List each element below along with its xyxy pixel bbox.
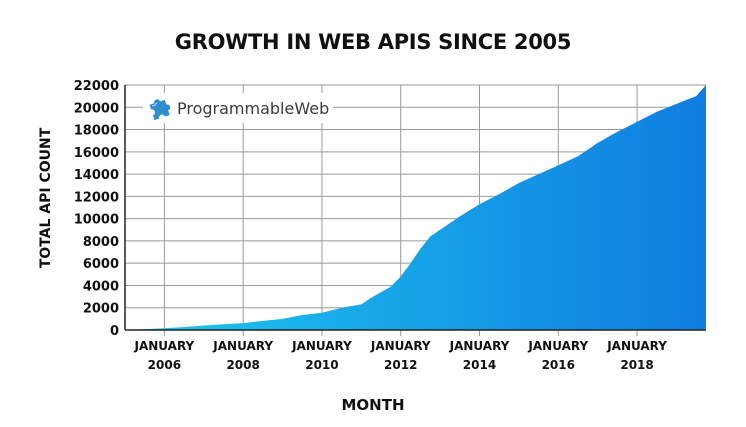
programmableweb-logo: ProgrammableWeb	[143, 93, 334, 123]
x-tick-month: JANUARY	[527, 339, 588, 353]
x-tick-label: JANUARY 2008	[212, 339, 273, 372]
y-tick-label: 18000	[74, 124, 119, 139]
y-tick-label: 2000	[83, 302, 119, 317]
y-tick-label: 10000	[74, 213, 119, 228]
x-tick-label: JANUARY 2014	[449, 339, 510, 372]
puzzle-piece-icon	[149, 99, 171, 120]
y-tick-label: 8000	[83, 235, 119, 250]
x-tick-label: JANUARY 2012	[370, 339, 431, 372]
x-tick-year: 2014	[463, 358, 496, 372]
x-tick-label: JANUARY 2010	[291, 339, 352, 372]
y-tick-label: 20000	[74, 101, 119, 116]
x-tick-month: JANUARY	[449, 339, 510, 353]
logo-text: ProgrammableWeb	[177, 98, 330, 118]
x-tick-month: JANUARY	[212, 339, 273, 353]
x-tick-label: JANUARY 2018	[606, 339, 667, 372]
x-tick-month: JANUARY	[291, 339, 352, 353]
y-tick-label: 22000	[74, 79, 119, 94]
x-tick-year: 2016	[542, 358, 575, 372]
chart-title: GROWTH IN WEB APIS SINCE 2005	[174, 30, 572, 54]
y-tick-labels: 0 2000 4000 6000 8000 10000 12000 14000 16000 180…	[74, 79, 119, 339]
y-tick-label: 16000	[74, 146, 119, 161]
x-tick-year: 2018	[620, 358, 653, 372]
y-tick-label: 14000	[74, 168, 119, 183]
x-tick-year: 2008	[226, 358, 259, 372]
x-tick-month: JANUARY	[370, 339, 431, 353]
y-tick-label: 0	[110, 324, 119, 339]
axes	[124, 85, 706, 331]
x-tick-month: JANUARY	[606, 339, 667, 353]
total-api-count-area	[125, 85, 706, 330]
x-tick-year: 2006	[148, 358, 181, 372]
x-axis-label: MONTH	[341, 396, 405, 414]
x-tick-year: 2010	[305, 358, 338, 372]
y-tick-label: 12000	[74, 190, 119, 205]
y-tick-label: 4000	[83, 279, 119, 294]
y-tick-label: 6000	[83, 257, 119, 272]
x-tick-label: JANUARY 2006	[134, 339, 195, 372]
series-area	[125, 85, 706, 330]
x-tick-label: JANUARY 2016	[527, 339, 588, 372]
x-tick-month: JANUARY	[134, 339, 195, 353]
x-tick-year: 2012	[384, 358, 417, 372]
